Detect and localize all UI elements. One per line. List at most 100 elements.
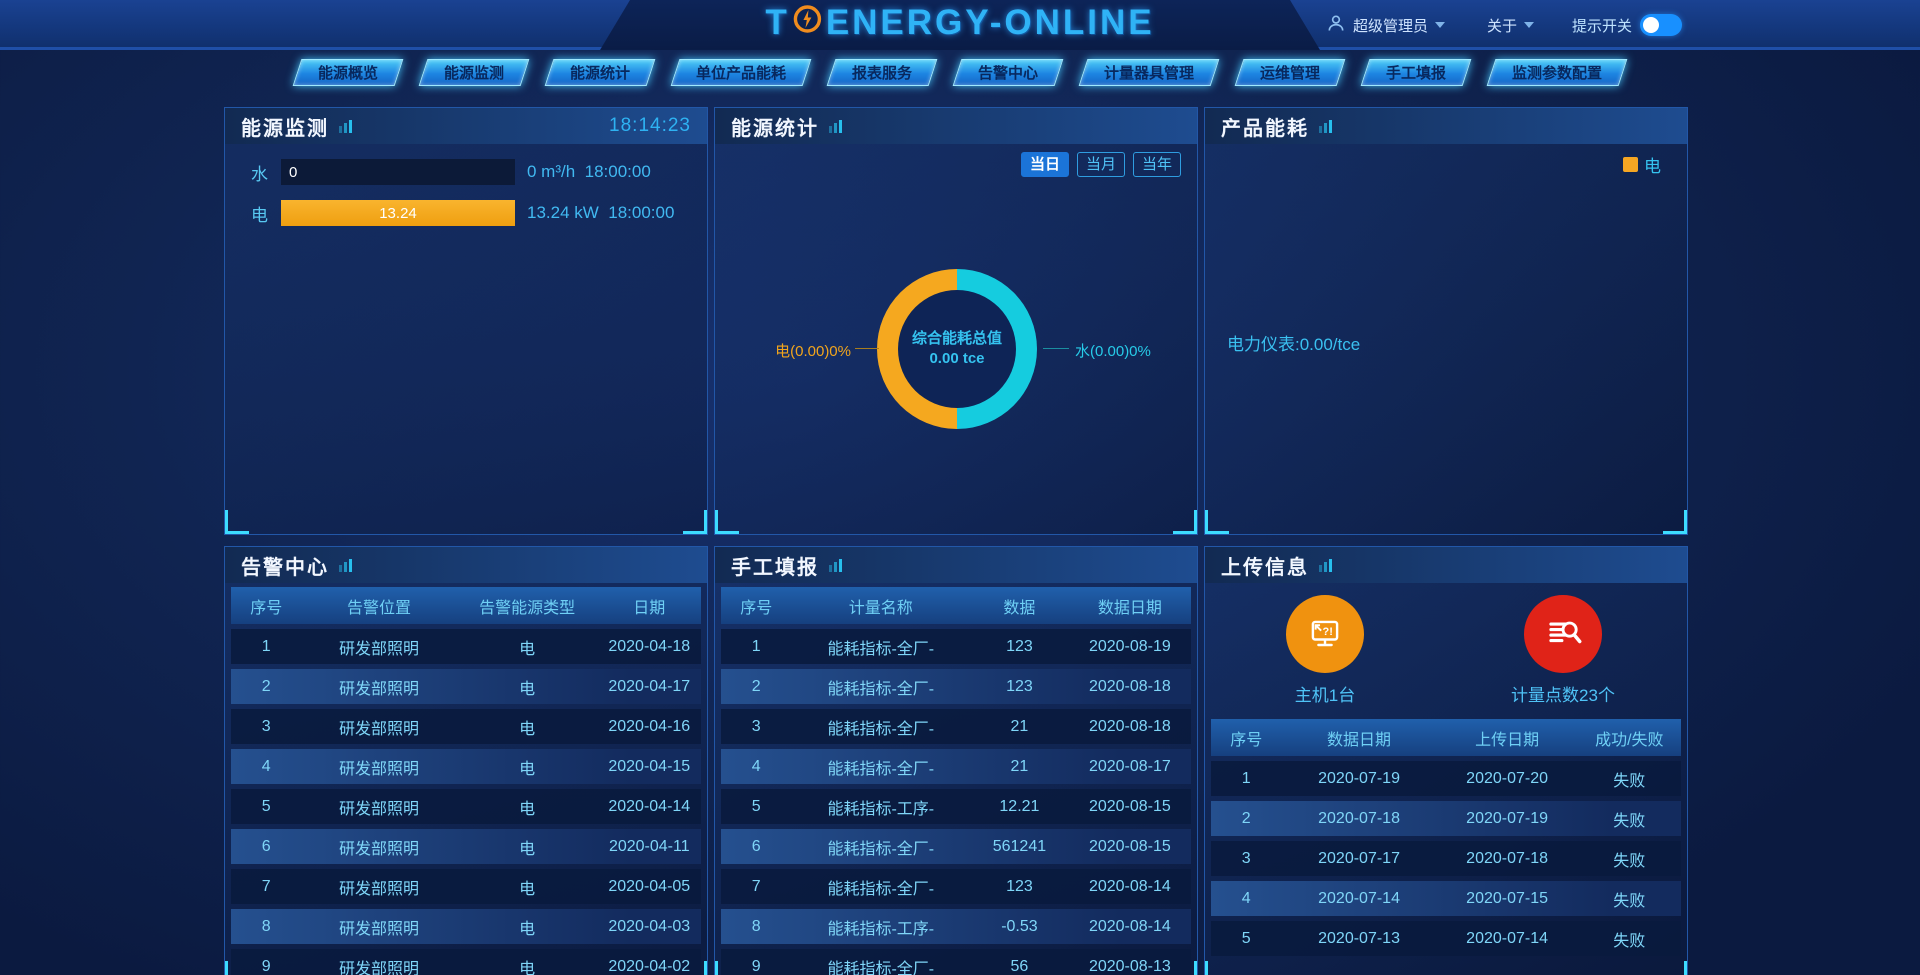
cell-data-date: 2020-08-19	[1088, 637, 1171, 655]
tip-toggle-switch[interactable]	[1640, 14, 1682, 36]
meter-count-stat: 计量点数23个	[1463, 595, 1663, 706]
period-tabs: 当日 当月 当年	[1020, 152, 1181, 177]
column-header: 日期	[633, 599, 666, 617]
panel-upload-info: 上传信息 ?! 主机1台	[1204, 546, 1688, 975]
panel-alarm-center: 告警中心 序号 告警位置 告警能源类型 日期 1 研发部照明 电 2020-04…	[224, 546, 708, 975]
table-row: 5 2020-07-13 2020-07-14 失败	[1211, 921, 1681, 956]
table-row: 2 能耗指标-全厂- 123 2020-08-18	[721, 669, 1191, 704]
app-logo: T ENERGY-ONLINE	[765, 3, 1154, 43]
toggle-knob	[1643, 17, 1659, 33]
cell-data-value: 21	[1010, 717, 1029, 735]
period-tab[interactable]: 当月	[1076, 152, 1125, 177]
table-row: 6 能耗指标-全厂- 561241 2020-08-15	[721, 829, 1191, 864]
table-row: 3 能耗指标-全厂- 21 2020-08-18	[721, 709, 1191, 744]
cell-alarm-location: 研发部照明	[339, 720, 420, 738]
cell-index: 3	[1241, 849, 1251, 867]
nav-tab[interactable]: 手工填报	[1360, 58, 1472, 86]
nav-tab-label: 能源监测	[443, 64, 504, 82]
nav-tab-label: 单位产品能耗	[695, 64, 786, 82]
upload-table-header: 序号 数据日期 上传日期 成功/失败	[1211, 719, 1681, 756]
cell-meter-name: 能耗指标-全厂-	[827, 880, 935, 898]
nav-tab[interactable]: 监测参数配置	[1486, 58, 1628, 86]
panel-title: 手工填报	[731, 556, 819, 579]
cell-meter-name: 能耗指标-全厂-	[827, 960, 935, 975]
nav-tab[interactable]: 能源概览	[292, 58, 404, 86]
table-row: 5 能耗指标-工序- 12.21 2020-08-15	[721, 789, 1191, 824]
bar-value-text: 0	[289, 163, 298, 181]
logo-at-flame-icon	[793, 3, 823, 43]
bar-chart-icon	[1319, 558, 1332, 572]
table-row: 8 研发部照明 电 2020-04-03	[231, 909, 701, 944]
water-flow-bar: 0	[281, 159, 515, 185]
column-header: 数据日期	[1097, 599, 1162, 617]
nav-tab-label: 计量器具管理	[1104, 64, 1195, 82]
cell-data-date: 2020-08-14	[1088, 917, 1171, 935]
clock-time: 18:14:23	[609, 115, 691, 136]
product-energy-body: 电 电力仪表:0.00/tce	[1205, 144, 1687, 534]
cell-upload-date: 2020-07-20	[1466, 769, 1549, 787]
legend-label: 电	[1644, 157, 1661, 176]
cell-date: 2020-04-05	[608, 877, 691, 895]
cell-data-value: 123	[1006, 637, 1033, 655]
pie-label-electric: 电(0.00)0%	[775, 343, 851, 360]
alarm-table: 序号 告警位置 告警能源类型 日期 1 研发部照明 电 2020-04-18 2…	[231, 587, 701, 975]
tip-switch-group: 提示开关	[1572, 14, 1682, 36]
cell-index: 3	[261, 717, 271, 735]
donut-center-text: 综合能耗总值 0.00 tce	[877, 269, 1037, 429]
cell-index: 2	[261, 677, 271, 695]
panel-energy-monitor: 能源监测 18:14:23 水 0 0 m³/h 18:00:00 电 13.2…	[224, 107, 708, 535]
about-label: 关于	[1486, 17, 1517, 35]
period-tab[interactable]: 当年	[1132, 152, 1181, 177]
cell-alarm-location: 研发部照明	[339, 800, 420, 818]
nav-tab[interactable]: 计量器具管理	[1078, 58, 1220, 86]
legend-swatch-electric	[1623, 157, 1638, 172]
nav-tab-label: 能源概览	[317, 64, 378, 82]
energy-stats-body: 当日 当月 当年 综合能耗总值 0.00 tce 电(0.00)0% 水(0.00)…	[715, 144, 1197, 534]
cell-index: 7	[261, 877, 271, 895]
cell-data-value: 21	[1010, 757, 1029, 775]
user-menu[interactable]: 超级管理员	[1326, 13, 1445, 37]
cell-date: 2020-04-03	[608, 917, 691, 935]
cell-date: 2020-04-11	[608, 837, 690, 855]
nav-tab[interactable]: 能源统计	[544, 58, 656, 86]
cell-data-value: 56	[1010, 957, 1029, 975]
nav-tab[interactable]: 告警中心	[952, 58, 1064, 86]
electric-power-value: 13.24 kW 18:00:00	[527, 203, 675, 222]
cell-data-date: 2020-08-18	[1088, 717, 1171, 735]
period-tab[interactable]: 当日	[1020, 152, 1069, 177]
cell-status: 失败	[1613, 852, 1646, 870]
nav-tab[interactable]: 单位产品能耗	[670, 58, 812, 86]
user-icon	[1326, 13, 1346, 37]
cell-index: 6	[751, 837, 761, 855]
electric-meter-text: 电力仪表:0.00/tce	[1227, 335, 1361, 354]
top-header: T ENERGY-ONLINE 超级管理员	[0, 0, 1920, 50]
monitor-row-label: 电	[251, 205, 268, 225]
table-row: 6 研发部照明 电 2020-04-11	[231, 829, 701, 864]
cell-meter-name: 能耗指标-全厂-	[827, 760, 935, 778]
cell-index: 4	[261, 757, 271, 775]
logo-text-t: T	[765, 3, 790, 42]
header-right-area: 超级管理员 关于 提示开关	[1326, 0, 1682, 50]
table-row: 4 研发部照明 电 2020-04-15	[231, 749, 701, 784]
table-row: 2 研发部照明 电 2020-04-17	[231, 669, 701, 704]
cell-upload-date: 2020-07-18	[1466, 849, 1549, 867]
cell-status: 失败	[1613, 892, 1646, 910]
bar-chart-icon	[829, 558, 842, 572]
cell-data-date: 2020-08-18	[1088, 677, 1171, 695]
column-header: 数据	[1003, 599, 1036, 617]
about-menu[interactable]: 关于	[1487, 15, 1534, 36]
nav-tab-label: 运维管理	[1260, 64, 1321, 82]
table-row: 1 2020-07-19 2020-07-20 失败	[1211, 761, 1681, 796]
cell-data-date: 2020-08-15	[1088, 797, 1171, 815]
table-row: 9 研发部照明 电 2020-04-02	[231, 949, 701, 975]
cell-index: 9	[261, 957, 271, 975]
cell-status: 失败	[1613, 812, 1646, 830]
chevron-down-icon	[1523, 22, 1534, 28]
nav-tab[interactable]: 运维管理	[1234, 58, 1346, 86]
cell-status: 失败	[1613, 932, 1646, 950]
column-header: 序号	[250, 599, 283, 617]
nav-tab[interactable]: 能源监测	[418, 58, 530, 86]
panel-title: 告警中心	[241, 556, 329, 579]
nav-tab[interactable]: 报表服务	[826, 58, 938, 86]
column-header: 计量名称	[848, 599, 913, 617]
